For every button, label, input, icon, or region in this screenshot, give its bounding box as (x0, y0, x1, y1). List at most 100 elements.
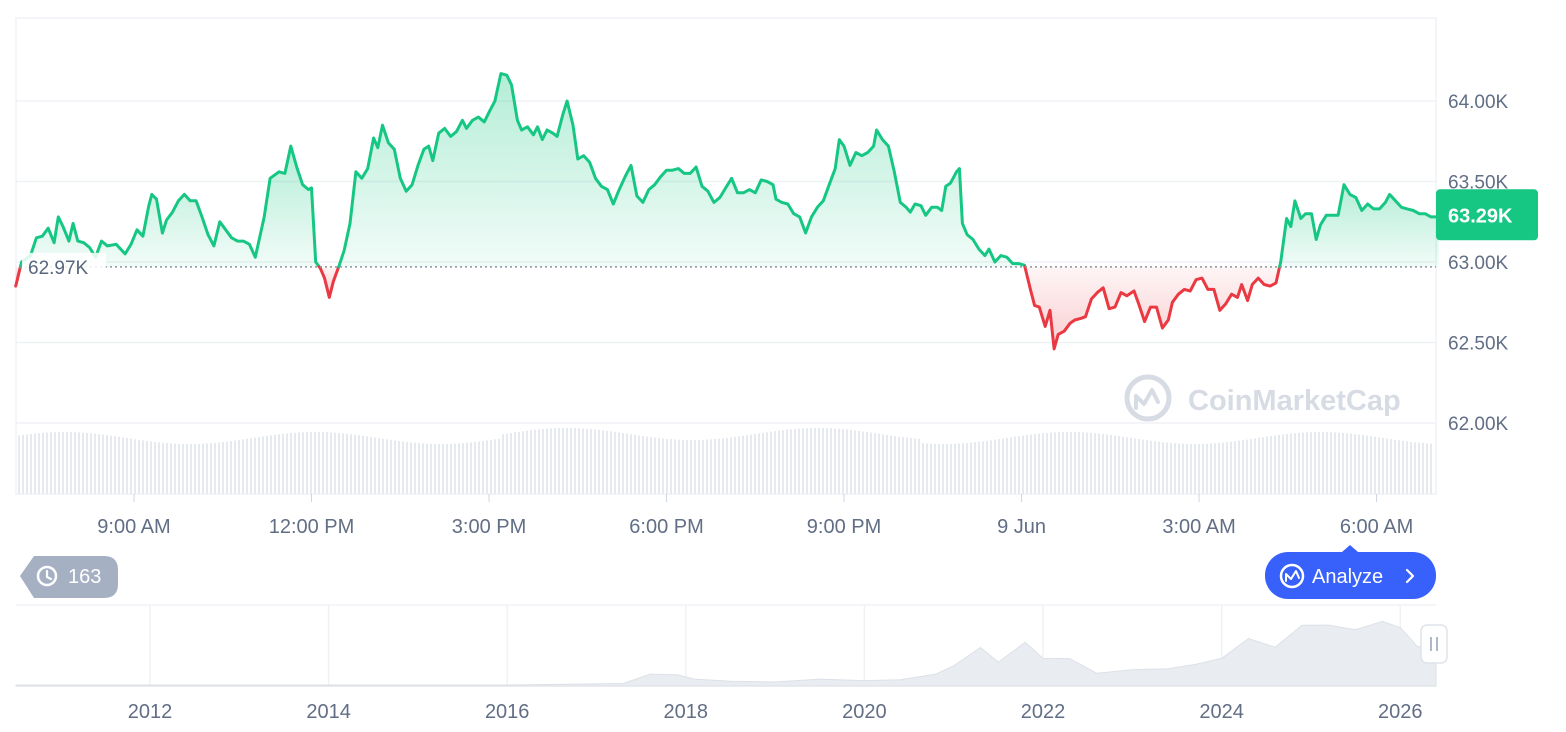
navigator-area (15, 620, 1437, 687)
volume-bar (582, 428, 584, 494)
navigator-drag-handle[interactable] (1420, 624, 1448, 664)
volume-bar (886, 434, 888, 494)
volume-bar (1234, 441, 1236, 494)
volume-bar (890, 435, 892, 494)
volume-bar (126, 438, 128, 494)
volume-bar (1390, 439, 1392, 494)
volume-bar (762, 432, 764, 494)
volume-bar (486, 440, 488, 494)
volume-bar (858, 430, 860, 494)
volume-bar (1210, 443, 1212, 494)
history-badge[interactable]: 163 (20, 556, 118, 598)
volume-bar (158, 442, 160, 494)
drag-handle-icon[interactable] (1420, 624, 1448, 664)
volume-bar (1402, 440, 1404, 494)
volume-bar (138, 439, 140, 494)
navigator-tick-label: 2016 (485, 701, 530, 723)
volume-bar (998, 439, 1000, 494)
volume-bar (1330, 432, 1332, 494)
volume-bar (46, 432, 48, 494)
volume-bar (714, 439, 716, 494)
volume-bar (982, 441, 984, 494)
volume-bar (82, 432, 84, 494)
volume-bar (58, 432, 60, 494)
volume-bar (86, 432, 88, 494)
volume-bar (326, 432, 328, 494)
watermark: CoinMarketCap (1124, 374, 1401, 422)
analyze-button-bg[interactable] (1265, 552, 1436, 599)
volume-bar (1162, 442, 1164, 494)
volume-bar (734, 436, 736, 494)
navigator-tick-label: 2026 (1378, 701, 1423, 723)
volume-bar (402, 441, 404, 494)
volume-bar (1130, 437, 1132, 494)
volume-bar (374, 437, 376, 494)
volume-bar (1090, 432, 1092, 494)
volume-bar (1422, 443, 1424, 494)
analyze-button-label[interactable]: Analyze (1312, 566, 1383, 588)
volume-bar (1062, 432, 1064, 494)
x-tick-label: 9:00 PM (807, 516, 881, 538)
volume-bar (1058, 432, 1060, 494)
volume-bar (554, 428, 556, 494)
volume-bar (70, 432, 72, 494)
volume-bar (322, 432, 324, 494)
analyze-button[interactable]: Analyze (1265, 545, 1436, 599)
volume-bar (942, 443, 944, 494)
volume-bar (658, 438, 660, 494)
volume-bar (1150, 440, 1152, 494)
volume-bar (638, 435, 640, 494)
volume-bar (818, 428, 820, 494)
volume-bar (226, 441, 228, 494)
volume-bar (686, 439, 688, 494)
volume-bar (274, 434, 276, 494)
volume-bar (1026, 435, 1028, 494)
volume-bar (1106, 434, 1108, 494)
x-axis: 9:00 AM 12:00 PM 3:00 PM 6:00 PM 9:00 PM 9 Ju… (97, 494, 1413, 538)
volume-bar (130, 438, 132, 494)
volume-bar (278, 434, 280, 494)
volume-bar (1294, 433, 1296, 494)
volume-bar (18, 435, 20, 494)
volume-bar (914, 438, 916, 494)
volume-bar (1198, 443, 1200, 494)
volume-bar (142, 440, 144, 494)
volume-bar (170, 443, 172, 494)
volume-bar (650, 437, 652, 494)
volume-bar (434, 443, 436, 494)
volume-bar (1102, 434, 1104, 494)
history-count[interactable]: 163 (68, 566, 101, 588)
volume-bar (1218, 442, 1220, 494)
volume-bar (1358, 434, 1360, 494)
volume-bar (606, 430, 608, 494)
volume-bar (790, 429, 792, 494)
volume-bar (1286, 433, 1288, 494)
volume-bar (1386, 438, 1388, 494)
volume-bar (978, 441, 980, 494)
volume-bar (1186, 443, 1188, 494)
volume-bar (1370, 436, 1372, 494)
volume-bar (514, 432, 516, 494)
baseline-label-bg (22, 252, 106, 279)
volume-bar (1326, 432, 1328, 494)
volume-bar (882, 434, 884, 494)
price-line-above-baseline (1278, 183, 1441, 269)
volume-bar (406, 441, 408, 494)
volume-bar (378, 438, 380, 494)
volume-bar (938, 443, 940, 494)
volume-bar (1134, 438, 1136, 494)
volume-bar (578, 428, 580, 494)
volume-bar (50, 432, 52, 494)
volume-bar (806, 428, 808, 494)
volume-bar (794, 428, 796, 494)
coinmarketcap-analyze-icon (1279, 563, 1305, 589)
volume-bar (1174, 443, 1176, 494)
navigator[interactable]: 2012 2014 2016 2018 2020 2022 2024 2026 (15, 604, 1448, 723)
volume-bar (410, 442, 412, 494)
volume-bar (358, 435, 360, 494)
volume-bar (190, 443, 192, 494)
volume-bar (1078, 432, 1080, 494)
volume-bar (966, 442, 968, 494)
volume-bar (1082, 432, 1084, 494)
